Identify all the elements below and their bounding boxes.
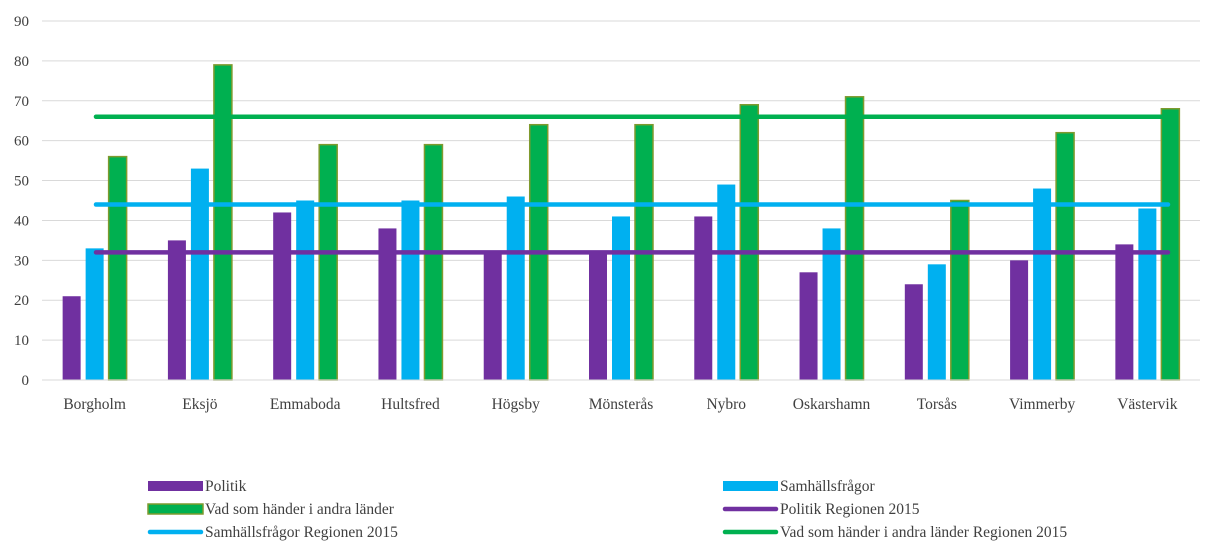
legend-label-vad-som-hander-i-andra-lander-regionen-2015: Vad som händer i andra länder Regionen 2… xyxy=(780,524,1067,541)
bar-samhallsfragor-torsas xyxy=(927,264,946,380)
y-tick-label-40: 40 xyxy=(14,213,29,229)
legend-item-vad-som-hander-i-andra-lander: Vad som händer i andra länder xyxy=(147,501,395,518)
x-tick-label-vastervik: Västervik xyxy=(1117,396,1178,413)
x-tick-label-emmaboda: Emmaboda xyxy=(270,396,341,413)
bar-samhallsfragor-nybro xyxy=(717,184,736,380)
y-tick-label-30: 30 xyxy=(14,253,29,269)
bar-politik-emmaboda xyxy=(273,212,292,380)
x-tick-label-hogsby: Högsby xyxy=(492,396,540,413)
legend-label-politik: Politik xyxy=(205,478,247,495)
y-tick-label-60: 60 xyxy=(14,134,29,150)
legend: Politik Samhällsfrågor Vad som händer i an… xyxy=(147,478,1067,541)
x-tick-label-torsas: Torsås xyxy=(917,396,957,413)
legend-item-samhallsfragor-regionen-2015: Samhällsfrågor Regionen 2015 xyxy=(147,524,398,541)
legend-swatch-vad-som-hander-i-andra-lander xyxy=(147,503,204,515)
y-tick-label-10: 10 xyxy=(14,333,29,349)
bar-politik-eksjo xyxy=(167,240,186,380)
y-tick-label-80: 80 xyxy=(14,54,29,70)
legend-label-vad-som-hander-i-andra-lander: Vad som händer i andra länder xyxy=(205,501,395,518)
bar-politik-hogsby xyxy=(483,252,502,380)
legend-item-vad-som-hander-i-andra-lander-regionen-2015: Vad som händer i andra länder Regionen 2… xyxy=(722,524,1067,541)
bar-politik-torsas xyxy=(904,284,923,380)
legend-label-samhallsfragor: Samhällsfrågor xyxy=(780,478,876,495)
x-tick-label-hultsfred: Hultsfred xyxy=(381,396,440,413)
bar-samhallsfragor-eksjo xyxy=(190,168,209,380)
x-tick-label-eksjo: Eksjö xyxy=(182,396,218,413)
bar-politik-oskarshamn xyxy=(799,272,818,380)
bar-politik-hultsfred xyxy=(378,228,397,380)
bar-vad-som-hander-i-andra-lander-vimmerby xyxy=(1055,131,1075,381)
bar-samhallsfragor-monsteras xyxy=(612,216,630,380)
bar-politik-nybro xyxy=(694,216,713,380)
legend-item-politik-regionen-2015: Politik Regionen 2015 xyxy=(722,501,920,518)
gridlines xyxy=(42,20,1200,341)
bar-politik-borgholm xyxy=(62,296,81,380)
bar-vad-som-hander-i-andra-lander-eksjo xyxy=(213,64,233,381)
x-tick-label-nybro: Nybro xyxy=(706,396,746,413)
bar-samhallsfragor-hogsby xyxy=(506,196,525,380)
y-tick-label-0: 0 xyxy=(22,373,30,389)
bar-politik-vimmerby xyxy=(1010,260,1029,380)
bar-samhallsfragor-oskarshamn xyxy=(822,228,841,380)
bar-samhallsfragor-emmaboda xyxy=(296,200,315,380)
y-tick-label-90: 90 xyxy=(14,14,29,30)
legend-label-politik-regionen-2015: Politik Regionen 2015 xyxy=(780,501,920,518)
x-tick-label-oskarshamn: Oskarshamn xyxy=(793,396,871,413)
bar-politik-vastervik xyxy=(1115,244,1134,380)
legend-item-samhallsfragor: Samhällsfrågor xyxy=(723,478,876,495)
bar-samhallsfragor-borgholm xyxy=(85,248,104,380)
bar-politik-monsteras xyxy=(589,252,607,380)
legend-swatch-samhallsfragor xyxy=(723,481,778,491)
x-tick-label-borgholm: Borgholm xyxy=(63,396,126,413)
x-tick-label-vimmerby: Vimmerby xyxy=(1009,396,1075,413)
bar-vad-som-hander-i-andra-lander-emmaboda xyxy=(318,143,338,381)
legend-item-politik: Politik xyxy=(148,478,247,495)
bar-vad-som-hander-i-andra-lander-hultsfred xyxy=(423,143,444,381)
y-tick-label-50: 50 xyxy=(14,174,29,190)
bar-samhallsfragor-hultsfred xyxy=(401,200,420,380)
bars xyxy=(62,64,1181,381)
bar-vad-som-hander-i-andra-lander-borgholm xyxy=(107,155,128,381)
bar-samhallsfragor-vastervik xyxy=(1138,208,1157,380)
axes: 0 10 20 30 40 50 60 70 80 90 Borgholm Eksjö Emmaboda… xyxy=(14,14,1200,413)
y-tick-label-70: 70 xyxy=(14,94,29,110)
reference-lines xyxy=(93,114,1171,255)
bar-vad-som-hander-i-andra-lander-torsas xyxy=(950,199,970,381)
legend-swatch-politik xyxy=(148,481,203,491)
bar-samhallsfragor-vimmerby xyxy=(1033,188,1052,380)
bar-vad-som-hander-i-andra-lander-nybro xyxy=(739,104,760,381)
bar-vad-som-hander-i-andra-lander-vastervik xyxy=(1160,108,1181,381)
y-tick-label-20: 20 xyxy=(14,293,29,309)
x-tick-label-monsteras: Mönsterås xyxy=(589,396,654,413)
legend-label-samhallsfragor-regionen-2015: Samhällsfrågor Regionen 2015 xyxy=(205,524,398,541)
bar-vad-som-hander-i-andra-lander-oskarshamn xyxy=(844,96,865,381)
